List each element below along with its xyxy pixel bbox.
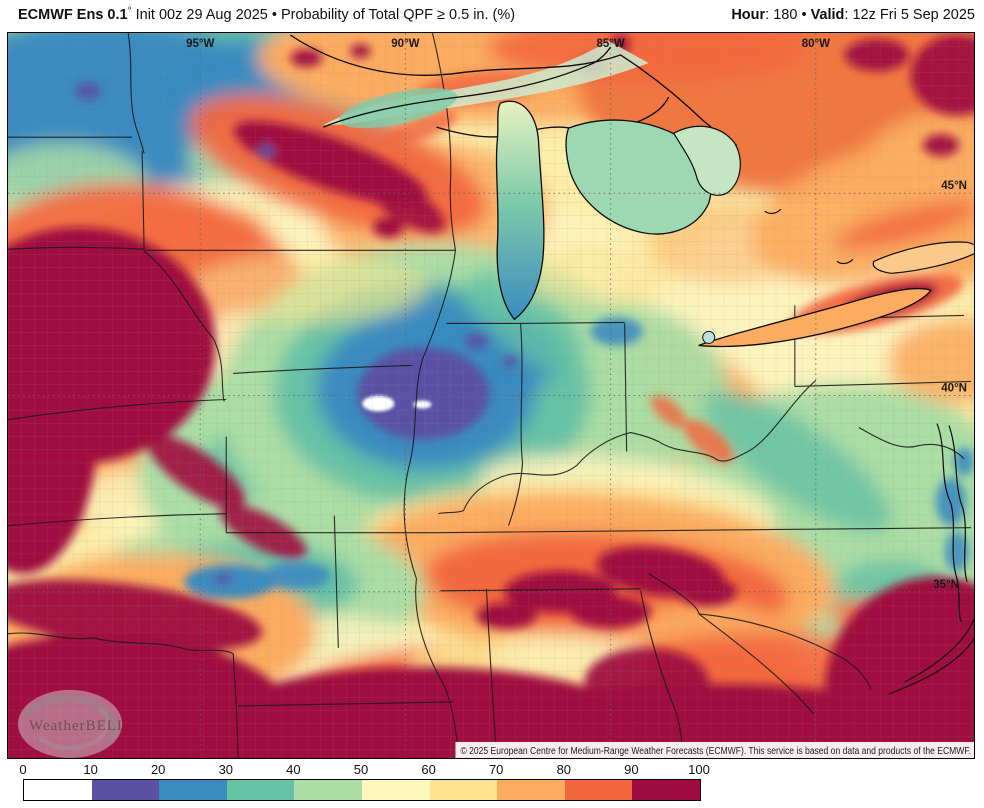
colorbar-tick-10: 10 xyxy=(83,762,98,777)
border-in-oh xyxy=(624,323,628,452)
colorbar-tick-50: 50 xyxy=(353,762,369,777)
border-ok-ar xyxy=(333,515,339,648)
lon-label-80w: 80°W xyxy=(802,38,830,50)
hour-label: Hour xyxy=(731,7,766,23)
watermark-text: WeatherBELL xyxy=(29,718,127,734)
colorbar-segment-10-20 xyxy=(91,780,160,800)
great-lakes xyxy=(289,34,974,348)
colorbar-segment-50-60 xyxy=(361,780,430,800)
lon-label-95w: 95°W xyxy=(186,38,214,50)
border-tn-ms-al xyxy=(440,588,641,592)
header-bar: ECMWF Ens 0.1° Init 00z 29 Aug 2025 • Pr… xyxy=(0,0,984,32)
lake-erie xyxy=(698,287,933,348)
border-al-ga xyxy=(640,590,684,758)
colorbar-tick-0: 0 xyxy=(19,762,27,777)
border-mn-wi xyxy=(431,33,457,251)
watermark-swirl-inner xyxy=(38,706,110,750)
colorbar-segment-90-100 xyxy=(632,780,700,800)
border-ar-la xyxy=(238,701,454,707)
border-nc-sc xyxy=(698,613,872,690)
valid-value: : 12z Fri 5 Sep 2025 xyxy=(844,7,975,23)
carolina-coast xyxy=(904,618,974,683)
colorbar-tick-90: 90 xyxy=(624,762,639,777)
lake-michigan xyxy=(495,100,545,321)
colorbar-tick-60: 60 xyxy=(421,762,436,777)
colorbar-segment-0-10 xyxy=(24,780,92,800)
colorbar-tick-70: 70 xyxy=(488,762,504,777)
border-mi-in-oh xyxy=(520,321,625,324)
hour-value: : 180 • xyxy=(765,7,811,23)
state-borders xyxy=(8,33,972,758)
border-missouri-river xyxy=(143,250,225,402)
georgian-bay xyxy=(672,125,741,196)
colorbar-tick-100: 100 xyxy=(688,762,710,777)
colorbar-tick-20: 20 xyxy=(150,762,166,777)
colorbar-segments xyxy=(23,779,701,801)
colorbar-segment-30-40 xyxy=(226,780,295,800)
border-ia-mo xyxy=(233,364,413,375)
title-init-and-product: Init 00z 29 Aug 2025 • Probability of To… xyxy=(131,7,516,23)
border-mississippi-river xyxy=(403,250,460,758)
lake-huron xyxy=(565,119,712,235)
colorbar-tick-80: 80 xyxy=(556,762,572,777)
border-ga-sc xyxy=(698,613,815,715)
lon-label-85w: 85°W xyxy=(597,38,625,50)
small-lake-1 xyxy=(764,208,782,215)
colorbar-segment-70-80 xyxy=(497,780,565,800)
outer-banks xyxy=(888,638,974,695)
border-ms-al xyxy=(485,588,498,758)
chesapeake-west-shore xyxy=(936,423,962,622)
colorbar-segment-40-50 xyxy=(294,780,362,800)
lake-st-clair xyxy=(702,330,716,344)
degree-symbol: ° xyxy=(127,6,132,17)
page-title: ECMWF Ens 0.1° Init 00z 29 Aug 2025 • Pr… xyxy=(18,6,516,24)
watermark-globe xyxy=(18,689,123,758)
border-ne-ks xyxy=(8,398,227,421)
forecast-hour-valid: Hour: 180 • Valid: 12z Fri 5 Sep 2025 xyxy=(731,7,975,23)
border-potomac xyxy=(858,427,965,459)
lake-ontario xyxy=(872,241,974,274)
attribution-text: © 2025 European Centre for Medium-Range … xyxy=(460,746,971,757)
lake-superior-south-shore xyxy=(323,46,612,128)
atlantic-coastline xyxy=(764,208,974,695)
lon-label-90w: 90°W xyxy=(391,38,419,50)
probability-map-canvas: 95°W 90°W 85°W 80°W 45°N 40°N 35°N Weath… xyxy=(8,33,974,758)
attribution-bg xyxy=(455,741,974,758)
border-tn-nc xyxy=(648,573,700,614)
lat-label-40n: 40°N xyxy=(941,382,967,394)
border-red-river xyxy=(8,632,234,655)
valid-label: Valid xyxy=(810,7,845,23)
lake-superior-teal xyxy=(339,88,458,129)
colorbar-segment-60-70 xyxy=(429,780,498,800)
colorbar-segment-80-90 xyxy=(564,780,633,800)
grid-labels: 95°W 90°W 85°W 80°W 45°N 40°N 35°N xyxy=(186,38,967,591)
border-tx-ar-la xyxy=(232,653,239,758)
latlon-grid xyxy=(8,33,974,758)
border-ky-tn-va-nc xyxy=(438,527,972,534)
colorbar-tick-40: 40 xyxy=(286,762,301,777)
colorbar-ticks: 0 10 20 30 40 50 60 70 80 90 100 xyxy=(19,762,709,777)
weatherbell-watermark: WeatherBELL xyxy=(18,689,127,758)
small-lake-2 xyxy=(836,258,854,265)
model-name: ECMWF Ens 0.1 xyxy=(18,7,128,23)
border-nd-mn xyxy=(127,33,145,154)
watermark-swirl-outer xyxy=(22,695,118,744)
lat-label-45n: 45°N xyxy=(941,180,967,192)
border-ohio-river xyxy=(438,380,817,515)
border-il-in xyxy=(507,323,524,526)
colorbar: 0 10 20 30 40 50 60 70 80 90 100 xyxy=(19,762,710,804)
colorbar-tick-30: 30 xyxy=(218,762,234,777)
map-frame: 95°W 90°W 85°W 80°W 45°N 40°N 35°N Weath… xyxy=(7,32,975,759)
colorbar-segment-20-30 xyxy=(159,780,227,800)
border-sd-mn xyxy=(141,151,145,251)
lake-superior-north-shore xyxy=(289,34,738,146)
chesapeake-east-shore xyxy=(948,425,968,582)
attribution-bar: © 2025 European Centre for Medium-Range … xyxy=(455,741,974,758)
border-sd-ne xyxy=(8,246,145,250)
border-mason-dixon xyxy=(794,380,972,388)
lat-label-35n: 35°N xyxy=(933,579,959,591)
